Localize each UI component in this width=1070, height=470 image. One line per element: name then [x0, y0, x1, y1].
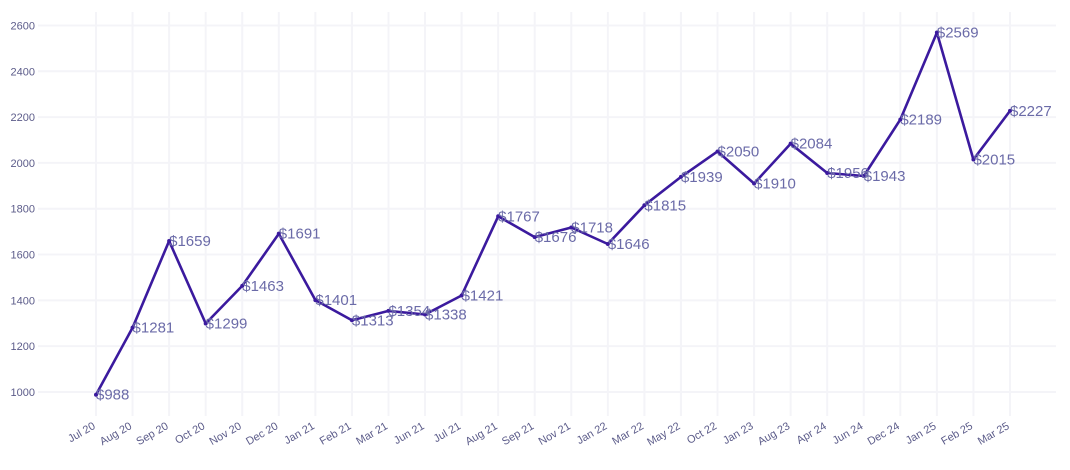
data-point: [94, 392, 98, 397]
data-label: $1676: [535, 229, 577, 246]
data-point: [971, 157, 976, 162]
data-label: $1718: [571, 219, 613, 236]
x-tick-label: Jul 21: [432, 420, 463, 445]
data-label: $1939: [681, 169, 723, 186]
x-tick-label: Jan 21: [282, 420, 317, 447]
y-tick-label: 2000: [11, 158, 35, 170]
data-point: [678, 174, 683, 179]
data-label: $1338: [425, 307, 467, 324]
x-tick-label: Dec 20: [244, 420, 280, 448]
data-label: $1691: [279, 226, 321, 243]
data-point: [240, 283, 245, 288]
data-label: $1421: [462, 288, 504, 305]
x-tick-label: Nov 20: [208, 420, 244, 448]
data-point: [167, 239, 172, 244]
data-label: $1815: [644, 197, 686, 214]
y-tick-label: 2400: [11, 66, 35, 78]
y-tick-label: 1200: [11, 341, 35, 353]
x-tick-label: Oct 22: [685, 420, 719, 447]
x-tick-label: Jan 22: [575, 420, 610, 447]
data-point: [934, 30, 939, 35]
x-tick-label: Mar 21: [354, 420, 390, 448]
data-label: $1299: [206, 315, 248, 332]
x-tick-label: Jan 23: [721, 420, 756, 447]
data-point: [752, 181, 757, 186]
series-line: [94, 31, 1012, 397]
data-point: [1008, 108, 1012, 113]
data-point: [423, 312, 428, 317]
data-point: [130, 325, 135, 330]
data-point: [459, 293, 464, 298]
data-point: [605, 241, 610, 246]
data-point: [788, 141, 793, 146]
data-label: $1313: [352, 312, 394, 329]
data-label: $988: [96, 387, 129, 404]
data-label: $1767: [498, 208, 540, 225]
data-label: $1281: [133, 320, 175, 337]
x-tick-label: Aug 23: [756, 420, 792, 448]
x-tick-label: Oct 20: [173, 420, 207, 447]
data-label: $1463: [242, 278, 284, 295]
series: [94, 30, 1012, 397]
x-tick-label: Jun 21: [392, 420, 427, 447]
data-label: $2050: [718, 143, 760, 160]
data-point: [825, 170, 830, 175]
x-tick-label: Aug 20: [98, 420, 134, 448]
data-point: [349, 318, 354, 323]
y-tick-label: 2200: [11, 112, 35, 124]
x-tick-label: Jun 24: [831, 420, 866, 447]
data-point: [861, 173, 866, 178]
data-label: $1646: [608, 236, 650, 253]
grid: [38, 12, 1056, 416]
data-label: $1956: [827, 165, 869, 182]
x-tick-label: Feb 21: [318, 420, 354, 448]
y-tick-label: 1000: [11, 387, 35, 399]
data-label: $1910: [754, 176, 796, 193]
data-point: [203, 321, 208, 326]
x-tick-label: Sep 21: [500, 420, 536, 448]
data-label: $2015: [973, 151, 1015, 168]
data-point: [276, 231, 281, 236]
x-tick-label: Jan 25: [904, 420, 939, 447]
x-tick-label: Mar 25: [976, 420, 1012, 448]
x-tick-label: Apr 24: [795, 420, 829, 447]
x-tick-label: Mar 22: [610, 420, 646, 448]
data-point: [642, 203, 647, 208]
data-point: [313, 298, 318, 303]
x-tick-label: May 22: [645, 420, 682, 448]
data-point: [386, 308, 391, 313]
y-tick-label: 1400: [11, 295, 35, 307]
data-label: $2569: [937, 25, 979, 42]
data-label: $1943: [864, 168, 906, 185]
x-tick-label: Nov 21: [537, 420, 573, 448]
data-label: $2084: [791, 136, 833, 153]
data-label: $1659: [169, 233, 211, 250]
x-tick-label: Sep 20: [134, 420, 170, 448]
x-tick-label: Feb 25: [939, 420, 975, 448]
y-axis-ticks: 1000 1200 1400 1600 1800 2000 2200 2400 2600: [11, 20, 35, 399]
data-labels: $988$1281$1659$1299$1463$1691$1401$1313$…: [96, 25, 1052, 404]
data-point: [496, 214, 501, 219]
y-tick-label: 1800: [11, 204, 35, 216]
data-point: [898, 117, 903, 122]
x-tick-label: Aug 21: [463, 420, 499, 448]
data-label: $2189: [900, 112, 942, 129]
data-label: $1401: [315, 292, 357, 309]
data-point: [532, 235, 537, 240]
data-point: [715, 149, 720, 154]
data-point: [569, 225, 574, 230]
x-tick-label: Jul 20: [66, 420, 97, 445]
data-label: $1354: [388, 303, 430, 320]
data-label: $2227: [1010, 103, 1052, 120]
x-tick-label: Dec 24: [866, 420, 902, 448]
x-axis-ticks: Jul 20 Aug 20 Sep 20 Oct 20 Nov 20 Dec 20 Jan …: [66, 420, 1011, 448]
y-tick-label: 1600: [11, 250, 35, 262]
y-tick-label: 2600: [11, 20, 35, 32]
